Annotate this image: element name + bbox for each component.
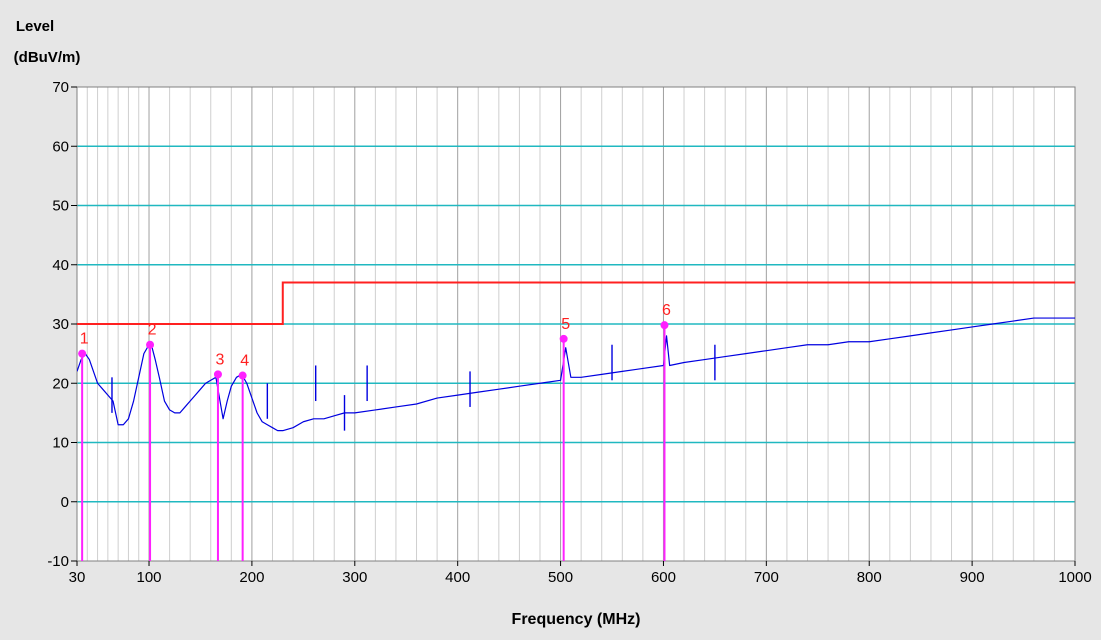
y-tick-label: 40: [52, 257, 69, 274]
marker-label: 5: [561, 316, 570, 333]
y-tick-label: -10: [47, 553, 69, 570]
x-tick-label: 300: [342, 569, 367, 586]
x-tick-label: 500: [548, 569, 573, 586]
limit-line: [77, 281, 1075, 325]
y-tick-label: 60: [52, 138, 69, 155]
y-tick-label: 30: [52, 316, 69, 333]
x-tick-label: 30: [69, 569, 86, 586]
ylabel-line-1: Level: [16, 18, 54, 35]
y-tick-label: 10: [52, 435, 69, 452]
marker-dot: [213, 370, 222, 379]
y-tick-label: 50: [52, 198, 69, 215]
x-tick-label: 600: [651, 569, 676, 586]
x-tick-label: 200: [239, 569, 264, 586]
x-tick-label: 400: [445, 569, 470, 586]
marker-dot: [660, 321, 669, 330]
y-tick-label: 0: [61, 494, 69, 511]
marker-label: 6: [662, 302, 671, 319]
ylabel-line-2: (dBuV/m): [14, 49, 81, 66]
x-tick-label: 800: [857, 569, 882, 586]
marker-dot: [238, 371, 247, 380]
marker-label: 2: [148, 322, 157, 339]
marker-label: 3: [216, 351, 225, 368]
marker-dot: [146, 340, 155, 349]
x-tick-label: 900: [960, 569, 985, 586]
marker-dot: [78, 349, 87, 358]
marker-label: 4: [240, 353, 249, 370]
y-tick-label: 20: [52, 375, 69, 392]
xlabel: Frequency (MHz): [512, 611, 641, 628]
marker-label: 1: [80, 331, 89, 348]
y-tick-label: 70: [52, 79, 69, 96]
marker-dot: [559, 334, 568, 343]
x-tick-label: 1000: [1058, 569, 1091, 586]
x-tick-label: 100: [137, 569, 162, 586]
x-tick-label: 700: [754, 569, 779, 586]
